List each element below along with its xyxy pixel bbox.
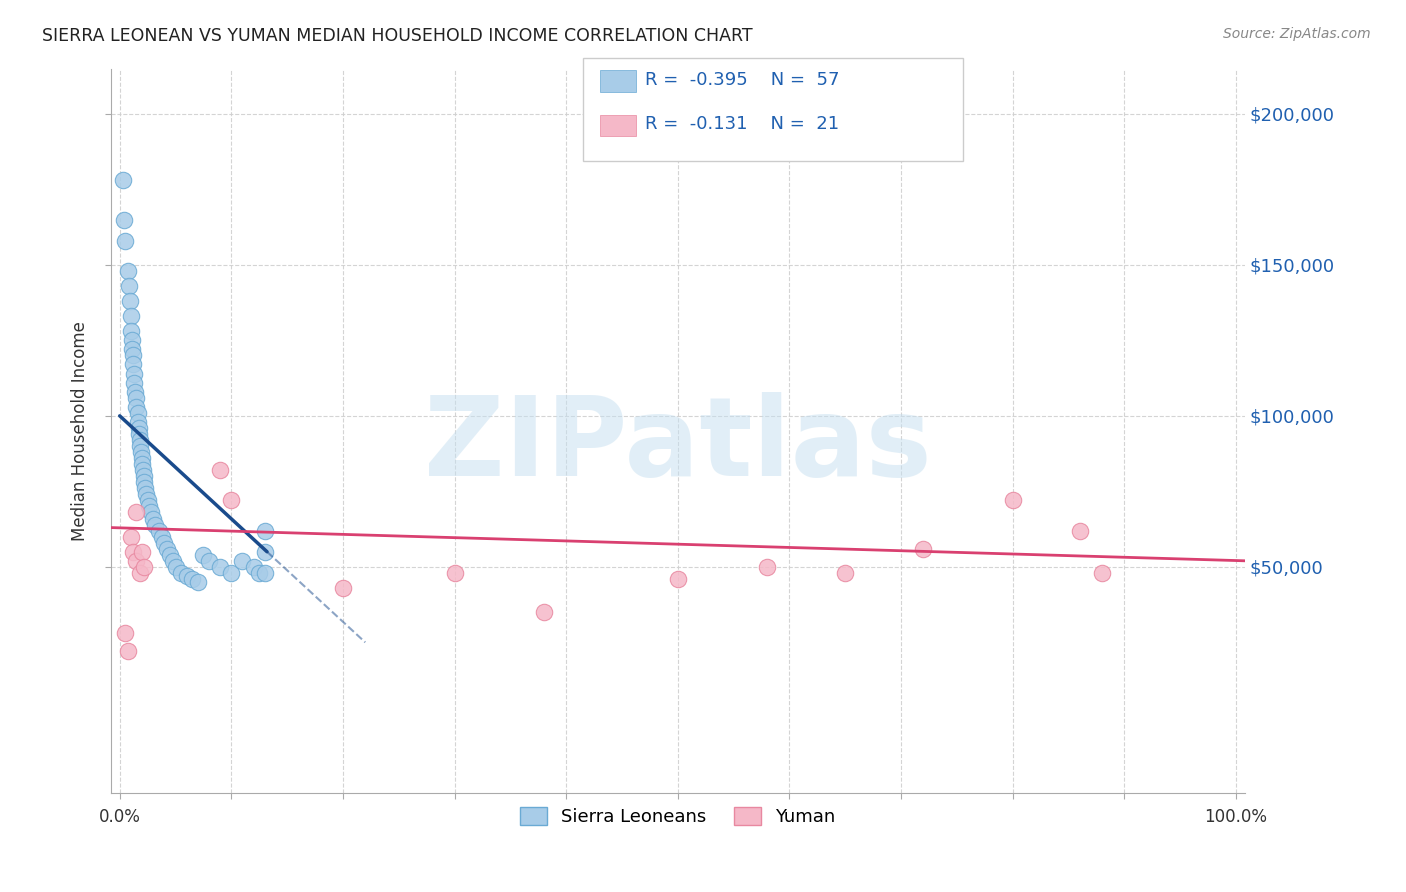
Point xyxy=(253,566,276,580)
Point xyxy=(117,279,139,293)
Point xyxy=(122,376,145,390)
Point xyxy=(193,548,215,562)
Point xyxy=(136,493,159,508)
Point xyxy=(125,391,148,405)
Text: 0.0%: 0.0% xyxy=(98,808,141,827)
Point xyxy=(112,173,135,187)
Point xyxy=(135,487,157,501)
Point xyxy=(120,309,142,323)
Point xyxy=(114,626,136,640)
Point xyxy=(253,524,276,538)
Point xyxy=(170,566,193,580)
Point xyxy=(131,451,153,466)
Point xyxy=(134,559,156,574)
Point xyxy=(122,367,145,381)
Point xyxy=(247,566,270,580)
Point xyxy=(150,530,173,544)
Point xyxy=(1091,566,1114,580)
Point xyxy=(1001,493,1024,508)
Point xyxy=(756,559,779,574)
Point xyxy=(533,605,555,619)
Point xyxy=(139,506,162,520)
Point xyxy=(128,421,150,435)
Point xyxy=(121,343,143,357)
Point xyxy=(145,517,167,532)
Point xyxy=(834,566,856,580)
Text: SIERRA LEONEAN VS YUMAN MEDIAN HOUSEHOLD INCOME CORRELATION CHART: SIERRA LEONEAN VS YUMAN MEDIAN HOUSEHOLD… xyxy=(42,27,752,45)
Text: Source: ZipAtlas.com: Source: ZipAtlas.com xyxy=(1223,27,1371,41)
Text: ZIPatlas: ZIPatlas xyxy=(423,392,932,499)
Point xyxy=(209,463,232,477)
Point xyxy=(118,294,141,309)
Point xyxy=(122,348,145,362)
Point xyxy=(1069,524,1091,538)
Point xyxy=(159,548,181,562)
Point xyxy=(122,545,145,559)
Point xyxy=(231,554,253,568)
Point xyxy=(128,433,150,447)
Point xyxy=(127,406,149,420)
Text: R =  -0.131    N =  21: R = -0.131 N = 21 xyxy=(645,115,839,133)
Point xyxy=(332,581,354,595)
Point xyxy=(125,400,148,414)
Point xyxy=(120,324,142,338)
Point xyxy=(198,554,221,568)
Point xyxy=(122,358,145,372)
Point xyxy=(253,545,276,559)
Point xyxy=(112,212,135,227)
Point xyxy=(131,457,153,471)
Point xyxy=(129,445,152,459)
Point xyxy=(125,506,148,520)
Point xyxy=(134,475,156,490)
Point xyxy=(155,541,177,556)
Y-axis label: Median Household Income: Median Household Income xyxy=(72,321,89,541)
Point xyxy=(138,500,160,514)
Point xyxy=(125,554,148,568)
Point xyxy=(117,644,139,658)
Point xyxy=(165,559,187,574)
Point xyxy=(162,554,184,568)
Point xyxy=(124,384,146,399)
Point xyxy=(242,559,264,574)
Point xyxy=(128,439,150,453)
Text: 100.0%: 100.0% xyxy=(1205,808,1267,827)
Point xyxy=(176,569,198,583)
Point xyxy=(131,545,153,559)
Point xyxy=(443,566,465,580)
Point xyxy=(153,535,176,549)
Point xyxy=(134,469,156,483)
Legend: Sierra Leoneans, Yuman: Sierra Leoneans, Yuman xyxy=(510,797,845,835)
Point xyxy=(209,559,232,574)
Point xyxy=(132,463,155,477)
Point xyxy=(117,264,139,278)
Point xyxy=(134,481,156,495)
Text: R =  -0.395    N =  57: R = -0.395 N = 57 xyxy=(645,71,839,89)
Point xyxy=(128,566,150,580)
Point xyxy=(114,234,136,248)
Point xyxy=(181,572,204,586)
Point xyxy=(912,541,935,556)
Point xyxy=(127,415,149,429)
Point xyxy=(121,334,143,348)
Point xyxy=(128,426,150,441)
Point xyxy=(148,524,170,538)
Point xyxy=(221,493,243,508)
Point xyxy=(666,572,689,586)
Point xyxy=(120,530,142,544)
Point xyxy=(221,566,243,580)
Point xyxy=(142,511,165,525)
Point xyxy=(187,574,209,589)
